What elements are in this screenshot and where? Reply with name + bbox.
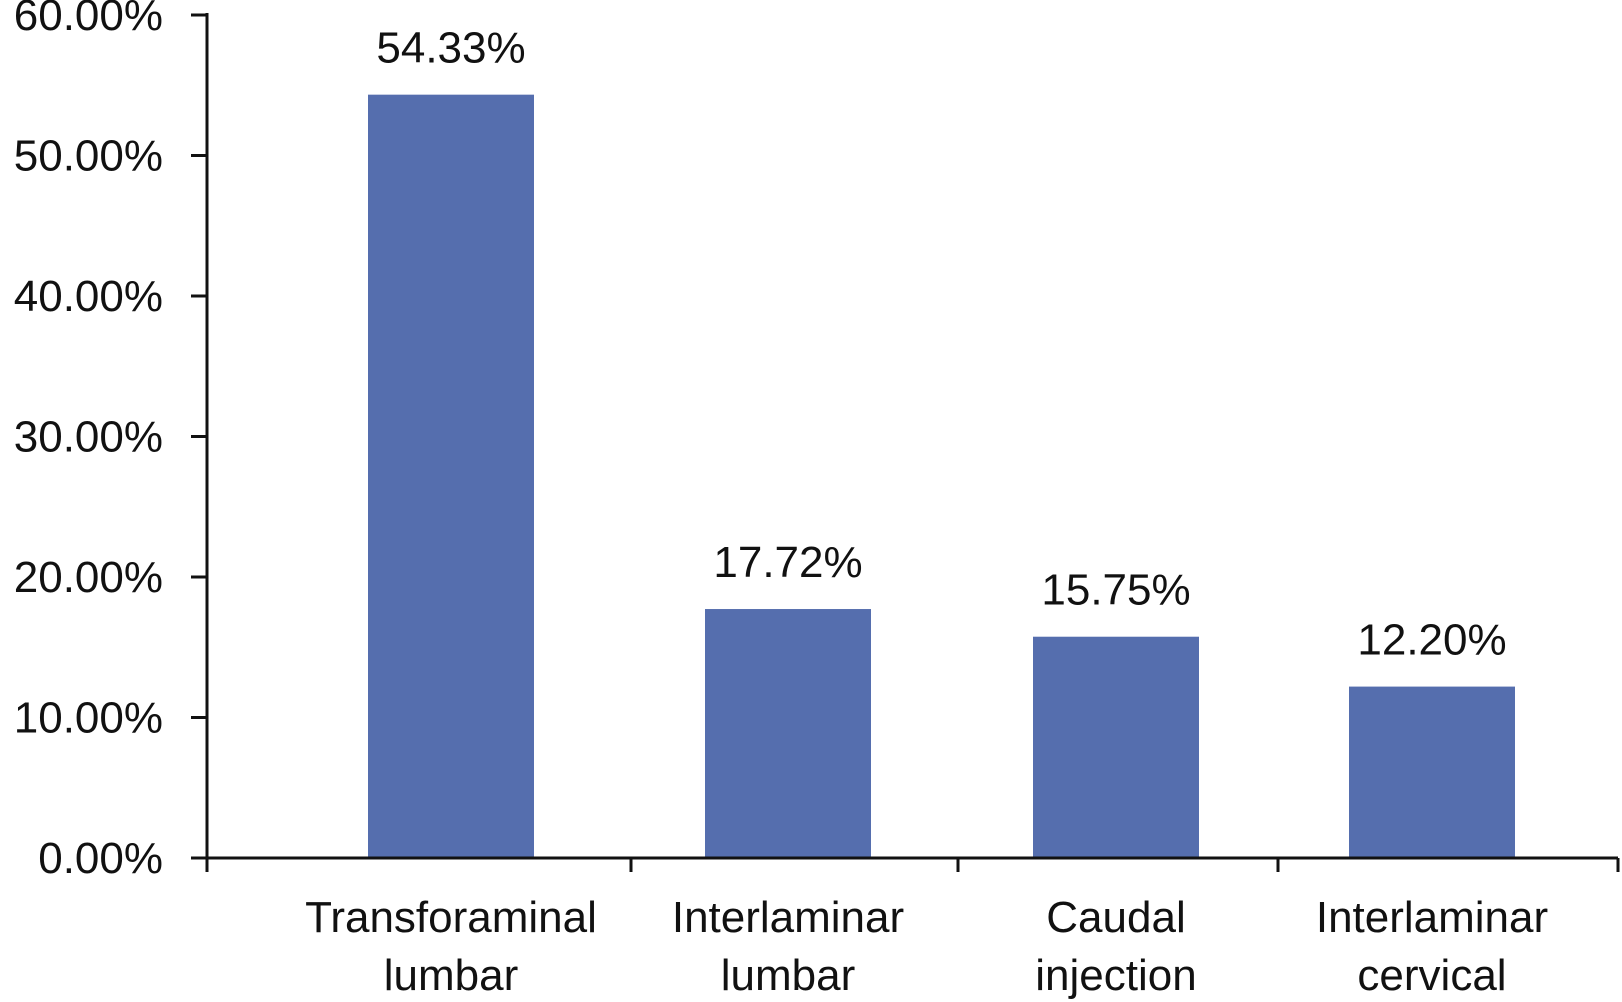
bar-value-label: 12.20% (1357, 616, 1506, 665)
bar-value-label: 15.75% (1041, 566, 1190, 615)
bar (1033, 636, 1199, 858)
category-label: Interlaminar (1316, 893, 1548, 942)
bar-value-label: 54.33% (376, 24, 525, 73)
category-label: lumbar (384, 951, 519, 1000)
y-tick-label: 40.00% (14, 272, 163, 321)
y-tick-label: 30.00% (14, 413, 163, 462)
bars (368, 94, 1515, 858)
category-label: Transforaminal (305, 893, 597, 942)
y-tick-label: 20.00% (14, 553, 163, 602)
category-label: lumbar (721, 951, 856, 1000)
bar-value-label: 17.72% (713, 538, 862, 587)
y-tick-label: 0.00% (38, 834, 163, 883)
y-tick-label: 50.00% (14, 132, 163, 181)
data-labels: 54.33% 17.72% 15.75% 12.20% (376, 24, 1506, 665)
category-label: Interlaminar (672, 893, 904, 942)
y-tick-label: 10.00% (14, 694, 163, 743)
category-label: cervical (1357, 951, 1506, 1000)
bar (368, 94, 534, 858)
bar (705, 609, 871, 858)
bar (1349, 686, 1515, 858)
x-ticks (205, 858, 1620, 872)
y-tick-labels: 0.00% 10.00% 20.00% 30.00% 40.00% 50.00% 60.00… (14, 0, 163, 883)
y-tick-label: 60.00% (14, 0, 163, 40)
y-ticks (191, 13, 207, 860)
category-label: injection (1035, 951, 1196, 1000)
category-label: Caudal (1046, 893, 1185, 942)
category-labels: Transforaminal lumbar Interlaminar lumbar Ca… (305, 893, 1548, 1000)
